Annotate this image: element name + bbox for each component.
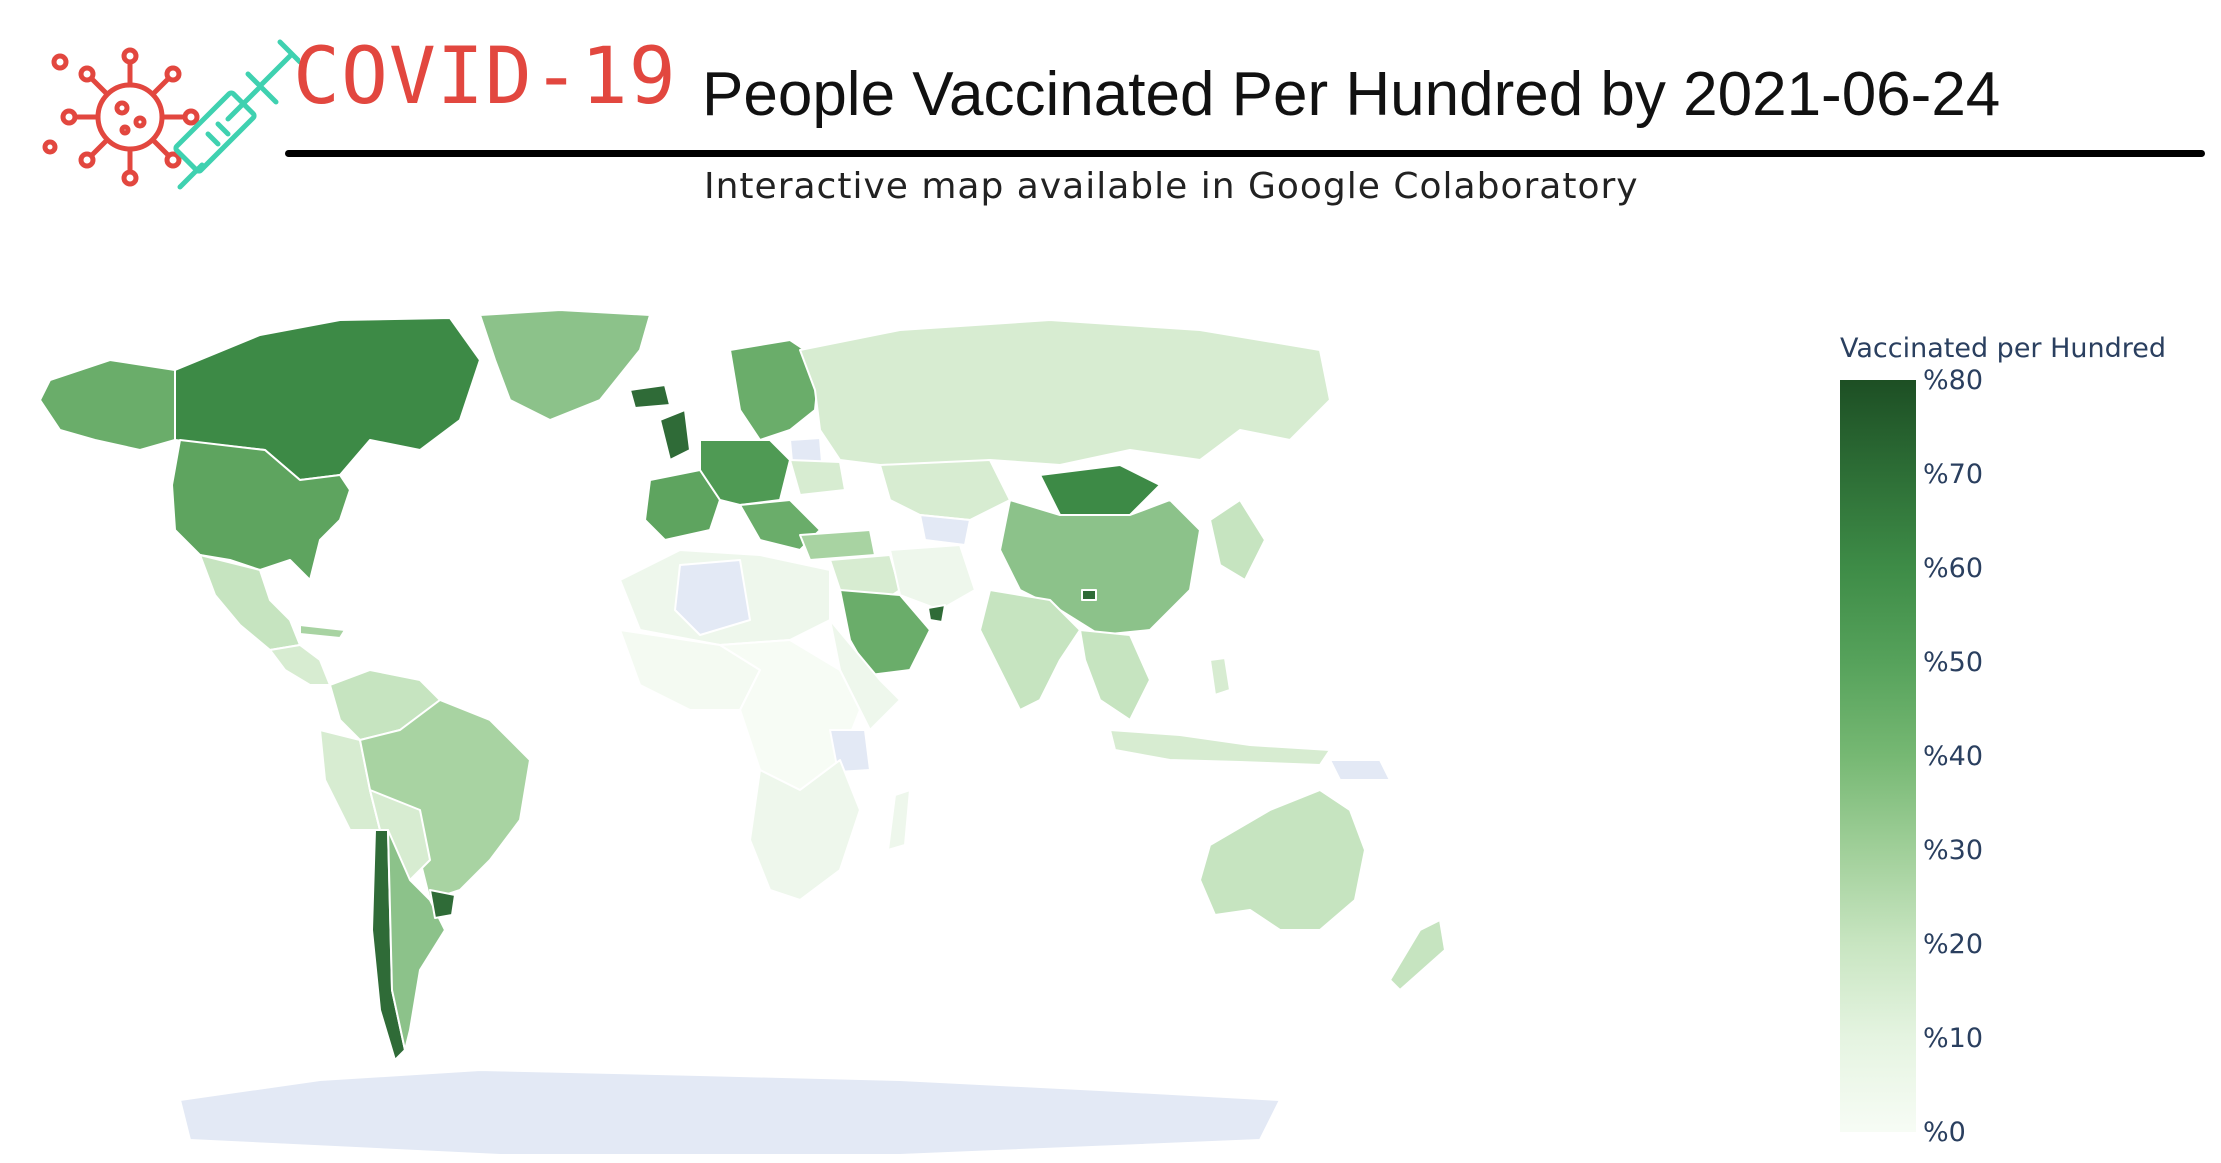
- legend-tick-label: %40: [1923, 741, 1984, 772]
- region-mexico[interactable]: [199, 554, 301, 651]
- region-se-asia[interactable]: [1079, 629, 1151, 721]
- region-mongolia[interactable]: [1039, 464, 1161, 516]
- page-title: People Vaccinated Per Hundred by 2021-06…: [702, 60, 2001, 129]
- region-turkey[interactable]: [799, 529, 876, 561]
- colorbar: [1840, 380, 1916, 1132]
- region-uae[interactable]: [927, 604, 946, 623]
- legend-tick-label: %20: [1923, 929, 1984, 960]
- brand-title: COVID-19: [293, 32, 677, 122]
- region-scandinavia[interactable]: [729, 339, 821, 441]
- region-saudi-arabia[interactable]: [839, 589, 931, 676]
- region-russia[interactable]: [799, 319, 1331, 471]
- region-east-africa[interactable]: [829, 619, 901, 731]
- legend-tick-label: %0: [1923, 1117, 1966, 1148]
- region-southern-africa[interactable]: [749, 759, 861, 901]
- region-png[interactable]: [1329, 759, 1391, 781]
- region-belarus[interactable]: [789, 437, 823, 463]
- legend-tick-label: %10: [1923, 1023, 1984, 1054]
- region-kazakhstan[interactable]: [879, 459, 1011, 521]
- region-ukraine[interactable]: [789, 459, 846, 496]
- region-madagascar[interactable]: [887, 789, 911, 851]
- region-philippines[interactable]: [1209, 657, 1231, 696]
- region-greenland[interactable]: [479, 309, 651, 421]
- title-rule: [285, 150, 2205, 157]
- legend-title: Vaccinated per Hundred: [1840, 333, 2167, 364]
- region-india[interactable]: [979, 589, 1081, 711]
- region-australia[interactable]: [1199, 789, 1366, 931]
- region-iceland[interactable]: [629, 384, 671, 409]
- region-usa[interactable]: [171, 439, 351, 581]
- syringe-icon: [173, 39, 300, 190]
- legend-tick-label: %50: [1923, 647, 1984, 678]
- region-argentina[interactable]: [387, 829, 446, 1051]
- region-iran[interactable]: [889, 544, 976, 611]
- legend-tick-label: %30: [1923, 835, 1984, 866]
- region-uruguay[interactable]: [429, 889, 456, 919]
- world-map[interactable]: [0, 290, 1540, 1160]
- region-new-zealand[interactable]: [1389, 919, 1446, 991]
- logo-icons: [42, 39, 300, 190]
- region-cuba[interactable]: [299, 624, 346, 639]
- region-turkmenistan[interactable]: [919, 514, 971, 546]
- virus-icon: [42, 47, 200, 187]
- region-antarctica[interactable]: [179, 1069, 1281, 1156]
- region-indonesia[interactable]: [1109, 729, 1331, 766]
- legend-tick-label: %80: [1923, 365, 1984, 396]
- region-central-america[interactable]: [269, 644, 331, 686]
- region-algeria[interactable]: [674, 559, 751, 636]
- legend-tick-label: %70: [1923, 459, 1984, 490]
- region-bhutan[interactable]: [1081, 589, 1097, 601]
- region-alaska[interactable]: [39, 359, 176, 451]
- region-uk[interactable]: [659, 409, 691, 461]
- region-korea-japan[interactable]: [1209, 499, 1266, 581]
- legend-tick-label: %60: [1923, 553, 1984, 584]
- page-subtitle: Interactive map available in Google Cola…: [704, 166, 1639, 207]
